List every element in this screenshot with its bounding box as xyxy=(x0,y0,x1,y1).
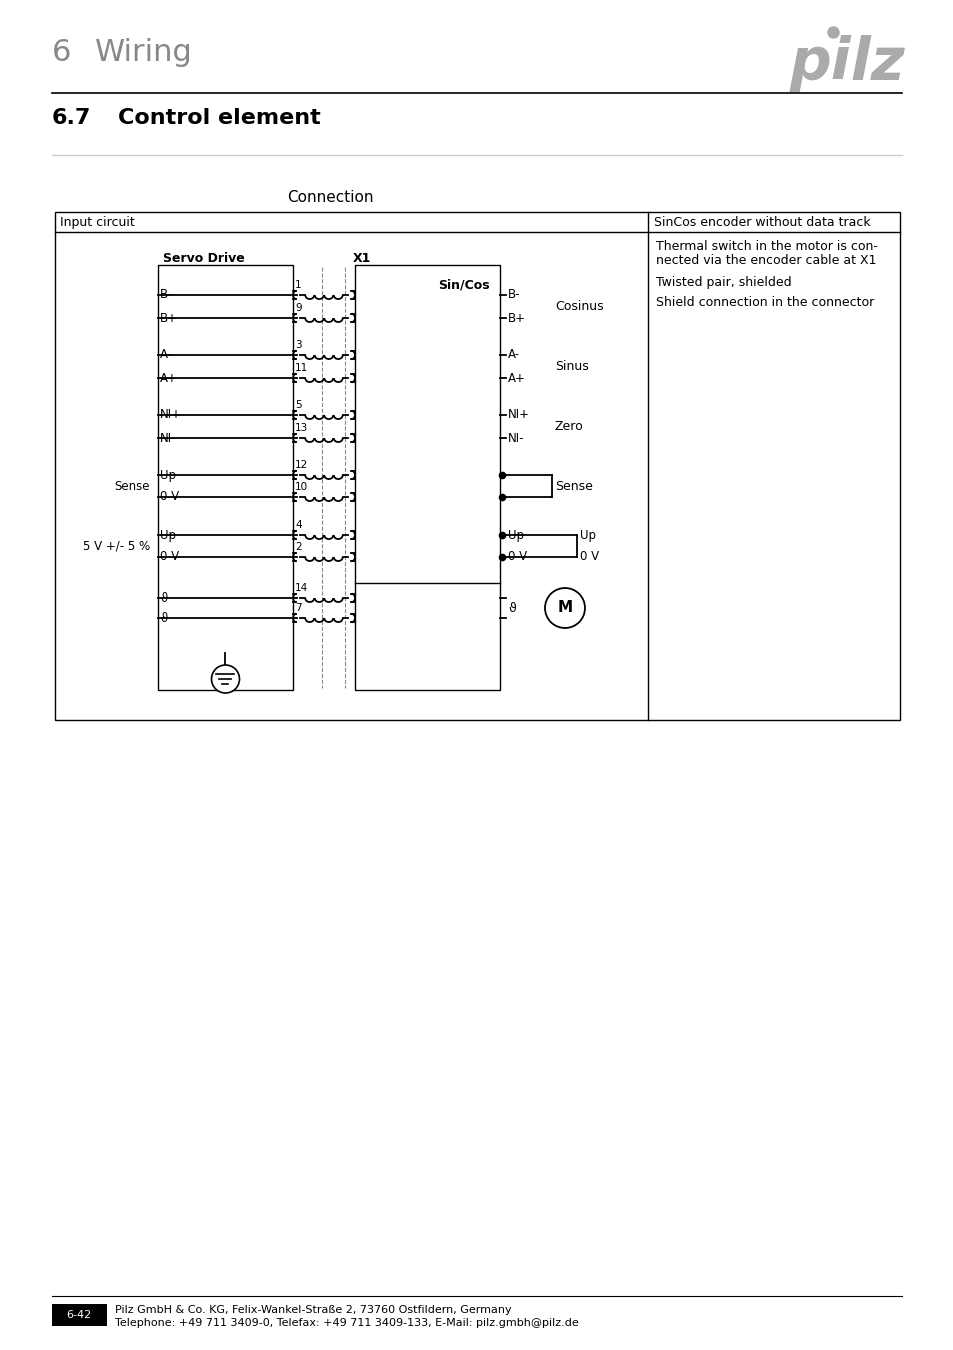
Text: X1: X1 xyxy=(353,252,371,265)
Text: 1: 1 xyxy=(294,279,301,290)
Bar xyxy=(55,212,899,720)
Text: 13: 13 xyxy=(294,423,308,433)
Text: Input circuit: Input circuit xyxy=(60,216,134,230)
Text: Up: Up xyxy=(160,468,175,482)
Text: A-: A- xyxy=(160,348,172,362)
Text: 7: 7 xyxy=(294,603,301,613)
Text: 2: 2 xyxy=(294,541,301,552)
Text: 0 V: 0 V xyxy=(160,551,179,563)
Text: B+: B+ xyxy=(507,312,525,324)
Text: 5 V +/- 5 %: 5 V +/- 5 % xyxy=(83,540,150,552)
Text: Twisted pair, shielded: Twisted pair, shielded xyxy=(656,275,791,289)
Text: 0 V: 0 V xyxy=(507,551,527,563)
Text: 9: 9 xyxy=(294,302,301,313)
Text: Shield connection in the connector: Shield connection in the connector xyxy=(656,296,873,309)
Text: B-: B- xyxy=(507,289,520,301)
Text: 6-42: 6-42 xyxy=(67,1310,91,1320)
Text: A+: A+ xyxy=(160,371,177,385)
Text: NI+: NI+ xyxy=(507,409,530,421)
Text: SinCos encoder without data track: SinCos encoder without data track xyxy=(654,216,870,230)
Text: 5: 5 xyxy=(294,400,301,410)
Text: Sense: Sense xyxy=(555,479,592,493)
Text: Cosinus: Cosinus xyxy=(555,300,603,313)
Text: Servo Drive: Servo Drive xyxy=(163,252,245,265)
Text: 0 V: 0 V xyxy=(160,490,179,504)
Text: NI+: NI+ xyxy=(160,409,182,421)
Text: B-: B- xyxy=(160,289,172,301)
Text: 6: 6 xyxy=(52,38,71,68)
Text: 3: 3 xyxy=(294,340,301,350)
Text: 0 V: 0 V xyxy=(579,551,598,563)
Text: Up: Up xyxy=(507,528,523,541)
Text: Connection: Connection xyxy=(287,190,373,205)
Text: 12: 12 xyxy=(294,460,308,470)
Text: A+: A+ xyxy=(507,371,525,385)
Text: ϑ: ϑ xyxy=(160,591,167,605)
Text: pilz: pilz xyxy=(788,35,904,92)
Text: 4: 4 xyxy=(294,520,301,531)
Text: Up: Up xyxy=(160,528,175,541)
Text: Wiring: Wiring xyxy=(95,38,193,68)
Text: nected via the encoder cable at X1: nected via the encoder cable at X1 xyxy=(656,254,876,267)
Text: Up: Up xyxy=(579,528,596,541)
Text: 6.7: 6.7 xyxy=(52,108,91,128)
Text: 14: 14 xyxy=(294,583,308,593)
Text: Sense: Sense xyxy=(114,479,150,493)
Circle shape xyxy=(212,666,239,693)
Text: Pilz GmbH & Co. KG, Felix-Wankel-Straße 2, 73760 Ostfildern, Germany: Pilz GmbH & Co. KG, Felix-Wankel-Straße … xyxy=(115,1305,511,1315)
Text: NI-: NI- xyxy=(160,432,176,444)
Text: Thermal switch in the motor is con-: Thermal switch in the motor is con- xyxy=(656,240,877,252)
Text: B+: B+ xyxy=(160,312,178,324)
Text: 11: 11 xyxy=(294,363,308,373)
Text: ϑ: ϑ xyxy=(507,602,516,614)
Text: Telephone: +49 711 3409-0, Telefax: +49 711 3409-133, E-Mail: pilz.gmbh@pilz.de: Telephone: +49 711 3409-0, Telefax: +49 … xyxy=(115,1318,578,1328)
Text: M: M xyxy=(557,601,572,616)
Bar xyxy=(52,1304,107,1326)
Text: A-: A- xyxy=(507,348,519,362)
Text: Sin/Cos: Sin/Cos xyxy=(438,278,490,292)
Text: Sinus: Sinus xyxy=(555,360,588,373)
Text: NI-: NI- xyxy=(507,432,524,444)
Text: 10: 10 xyxy=(294,482,308,491)
Text: Control element: Control element xyxy=(118,108,320,128)
Text: Zero: Zero xyxy=(555,420,583,433)
Text: ϑ: ϑ xyxy=(160,612,167,625)
Bar xyxy=(158,265,293,690)
Circle shape xyxy=(544,589,584,628)
Bar xyxy=(355,265,499,690)
